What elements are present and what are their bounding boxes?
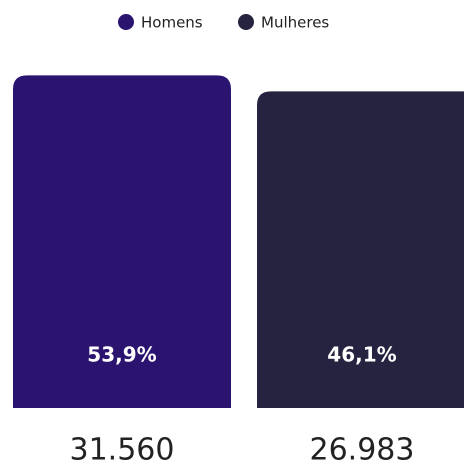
- data-label: 46,1%: [327, 343, 396, 367]
- legend-swatch: [118, 14, 134, 30]
- category-label: 26.983: [310, 433, 415, 468]
- bar: [13, 75, 231, 408]
- bar: [257, 91, 464, 408]
- legend-swatch: [238, 14, 254, 30]
- data-label: 53,9%: [87, 343, 156, 367]
- category-label: 31.560: [70, 433, 175, 468]
- legend-label: Homens: [141, 14, 203, 32]
- legend-label: Mulheres: [261, 14, 329, 32]
